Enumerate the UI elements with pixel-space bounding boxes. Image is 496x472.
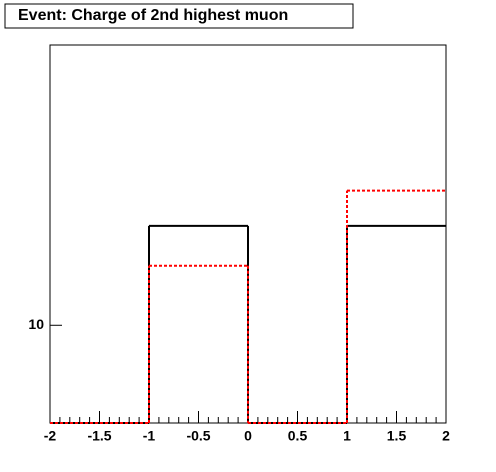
x-tick-label: 2 [442, 428, 450, 444]
x-tick-label: 1.5 [387, 428, 407, 444]
x-tick-label: 0.5 [288, 428, 308, 444]
x-tick-label: 0 [244, 428, 252, 444]
x-tick-label: 1 [343, 428, 351, 444]
x-tick-label: -2 [44, 428, 57, 444]
x-tick-label: -1 [143, 428, 156, 444]
y-tick-label: 10 [28, 316, 44, 332]
x-tick-label: -0.5 [186, 428, 210, 444]
x-tick-label: -1.5 [87, 428, 111, 444]
title-box [4, 3, 354, 29]
chart-title: Event: Charge of 2nd highest muon [18, 7, 288, 24]
